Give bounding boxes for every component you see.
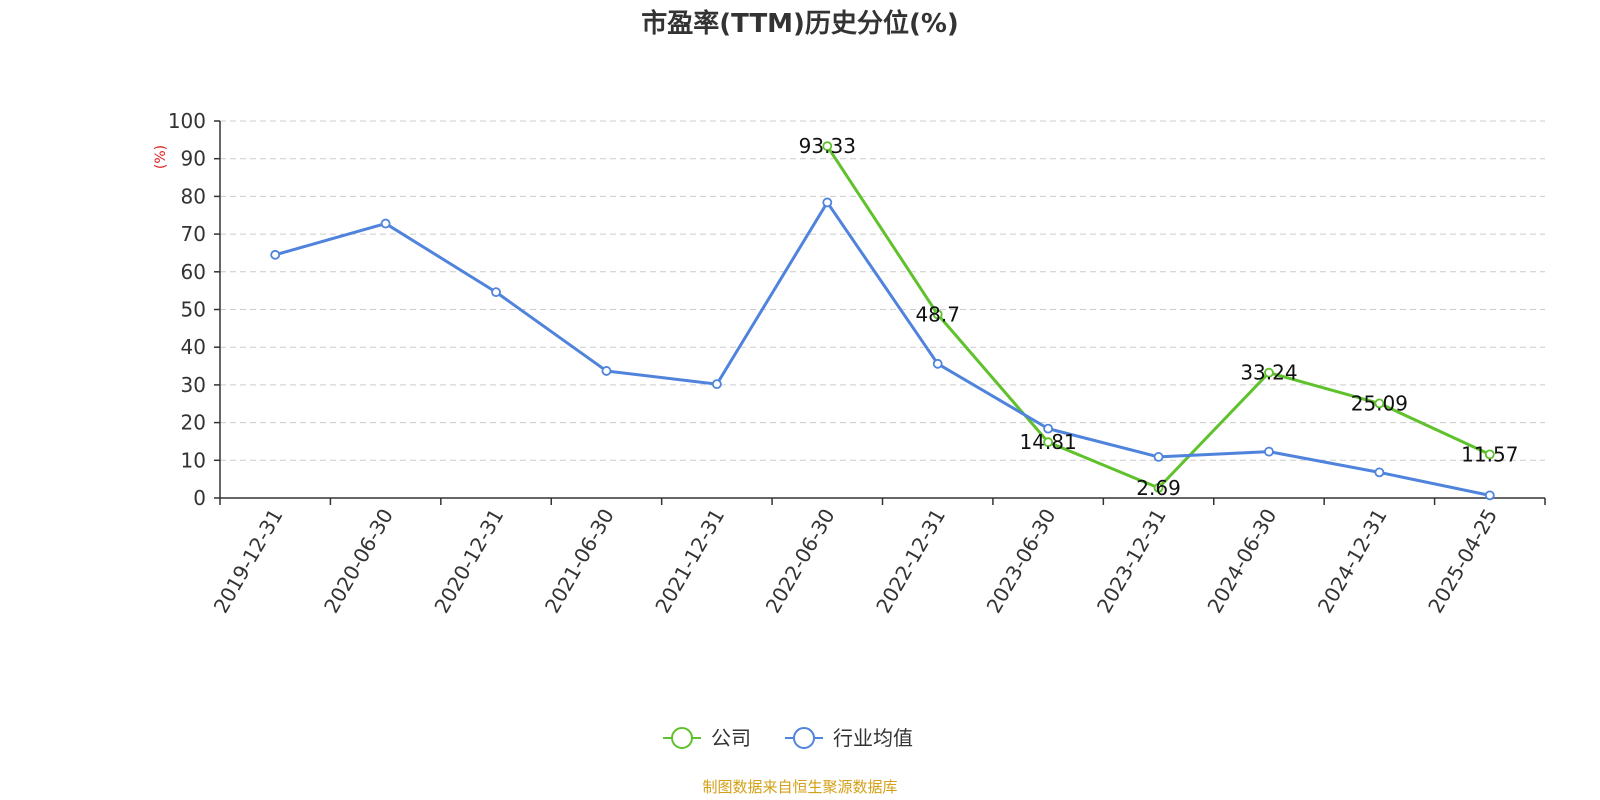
x-tick-label: 2020-12-31 — [429, 505, 508, 618]
legend-marker — [793, 727, 815, 749]
data-label: 25.09 — [1351, 391, 1408, 415]
data-point[interactable] — [1043, 437, 1054, 448]
x-tick-label: 2021-06-30 — [540, 505, 619, 618]
y-tick-label: 20 — [181, 411, 206, 435]
x-tick-label: 2020-06-30 — [319, 505, 398, 618]
data-label: 2.69 — [1136, 476, 1181, 500]
data-point[interactable] — [1043, 423, 1054, 434]
data-point[interactable] — [1264, 446, 1274, 457]
data-point[interactable] — [822, 197, 833, 208]
x-tick-label: 2025-04-25 — [1423, 505, 1502, 618]
chart-title: 市盈率(TTM)历史分位(%) — [641, 8, 959, 39]
data-label: 93.33 — [799, 134, 856, 158]
x-tick-label: 2024-12-31 — [1313, 505, 1392, 618]
legend-label: 公司 — [711, 726, 751, 750]
data-point[interactable] — [1153, 482, 1164, 493]
x-tick-label: 2019-12-31 — [209, 505, 288, 618]
y-tick-label: 40 — [181, 335, 206, 359]
data-point[interactable] — [1374, 467, 1385, 478]
y-tick-label: 0 — [193, 486, 206, 510]
y-tick-label: 10 — [181, 448, 206, 472]
axes: 0 10 20 30 40 50 60 70 80 90 100 2019-12-31 2020-06-… — [168, 109, 1546, 618]
x-tick-label: 2023-12-31 — [1092, 505, 1171, 618]
legend-item-1[interactable]: 行业均值 — [785, 726, 913, 750]
x-tick-label: 2024-06-30 — [1202, 505, 1281, 618]
data-point[interactable] — [822, 141, 833, 152]
data-label: 33.24 — [1240, 361, 1297, 385]
data-label: 48.7 — [915, 302, 960, 326]
x-tick-label: 2022-12-31 — [871, 505, 950, 618]
data-point[interactable] — [932, 309, 943, 320]
data-point[interactable] — [932, 358, 943, 369]
grid-lines — [220, 120, 1545, 461]
data-point[interactable] — [380, 218, 391, 229]
data-point[interactable] — [1484, 490, 1495, 501]
series-layer — [270, 141, 1495, 501]
legend[interactable]: 公司 行业均值 — [663, 726, 913, 750]
legend-marker — [671, 727, 693, 749]
series-line-1 — [274, 200, 1491, 497]
source-note: 制图数据来自恒生聚源数据库 — [702, 778, 897, 796]
data-point[interactable] — [270, 249, 281, 260]
data-point[interactable] — [491, 287, 501, 298]
data-point[interactable] — [1153, 452, 1164, 462]
legend-item-0[interactable]: 公司 — [663, 726, 751, 750]
y-tick-label: 70 — [181, 222, 206, 246]
y-tick-label: 60 — [181, 260, 206, 284]
x-tick-label: 2021-12-31 — [650, 505, 729, 618]
data-point[interactable] — [1264, 367, 1274, 378]
data-point[interactable] — [601, 366, 612, 376]
data-labels: 93.33 48.7 14.81 2.69 33.24 25.09 11.57 — [799, 134, 1519, 500]
legend-label: 行业均值 — [833, 726, 913, 750]
x-tick-label: 2022-06-30 — [761, 505, 840, 618]
y-tick-label: 30 — [181, 373, 206, 397]
data-point[interactable] — [711, 379, 722, 390]
data-point[interactable] — [1484, 449, 1495, 460]
x-tick-label: 2023-06-30 — [982, 505, 1061, 618]
y-tick-label: 80 — [181, 184, 206, 208]
data-label: 14.81 — [1019, 430, 1076, 454]
y-tick-label: 50 — [181, 298, 206, 322]
data-point[interactable] — [1374, 398, 1385, 409]
y-tick-label: 90 — [181, 147, 206, 171]
y-axis-label: (%) — [153, 145, 169, 169]
data-label: 11.57 — [1461, 442, 1518, 466]
y-tick-label: 100 — [168, 109, 206, 133]
